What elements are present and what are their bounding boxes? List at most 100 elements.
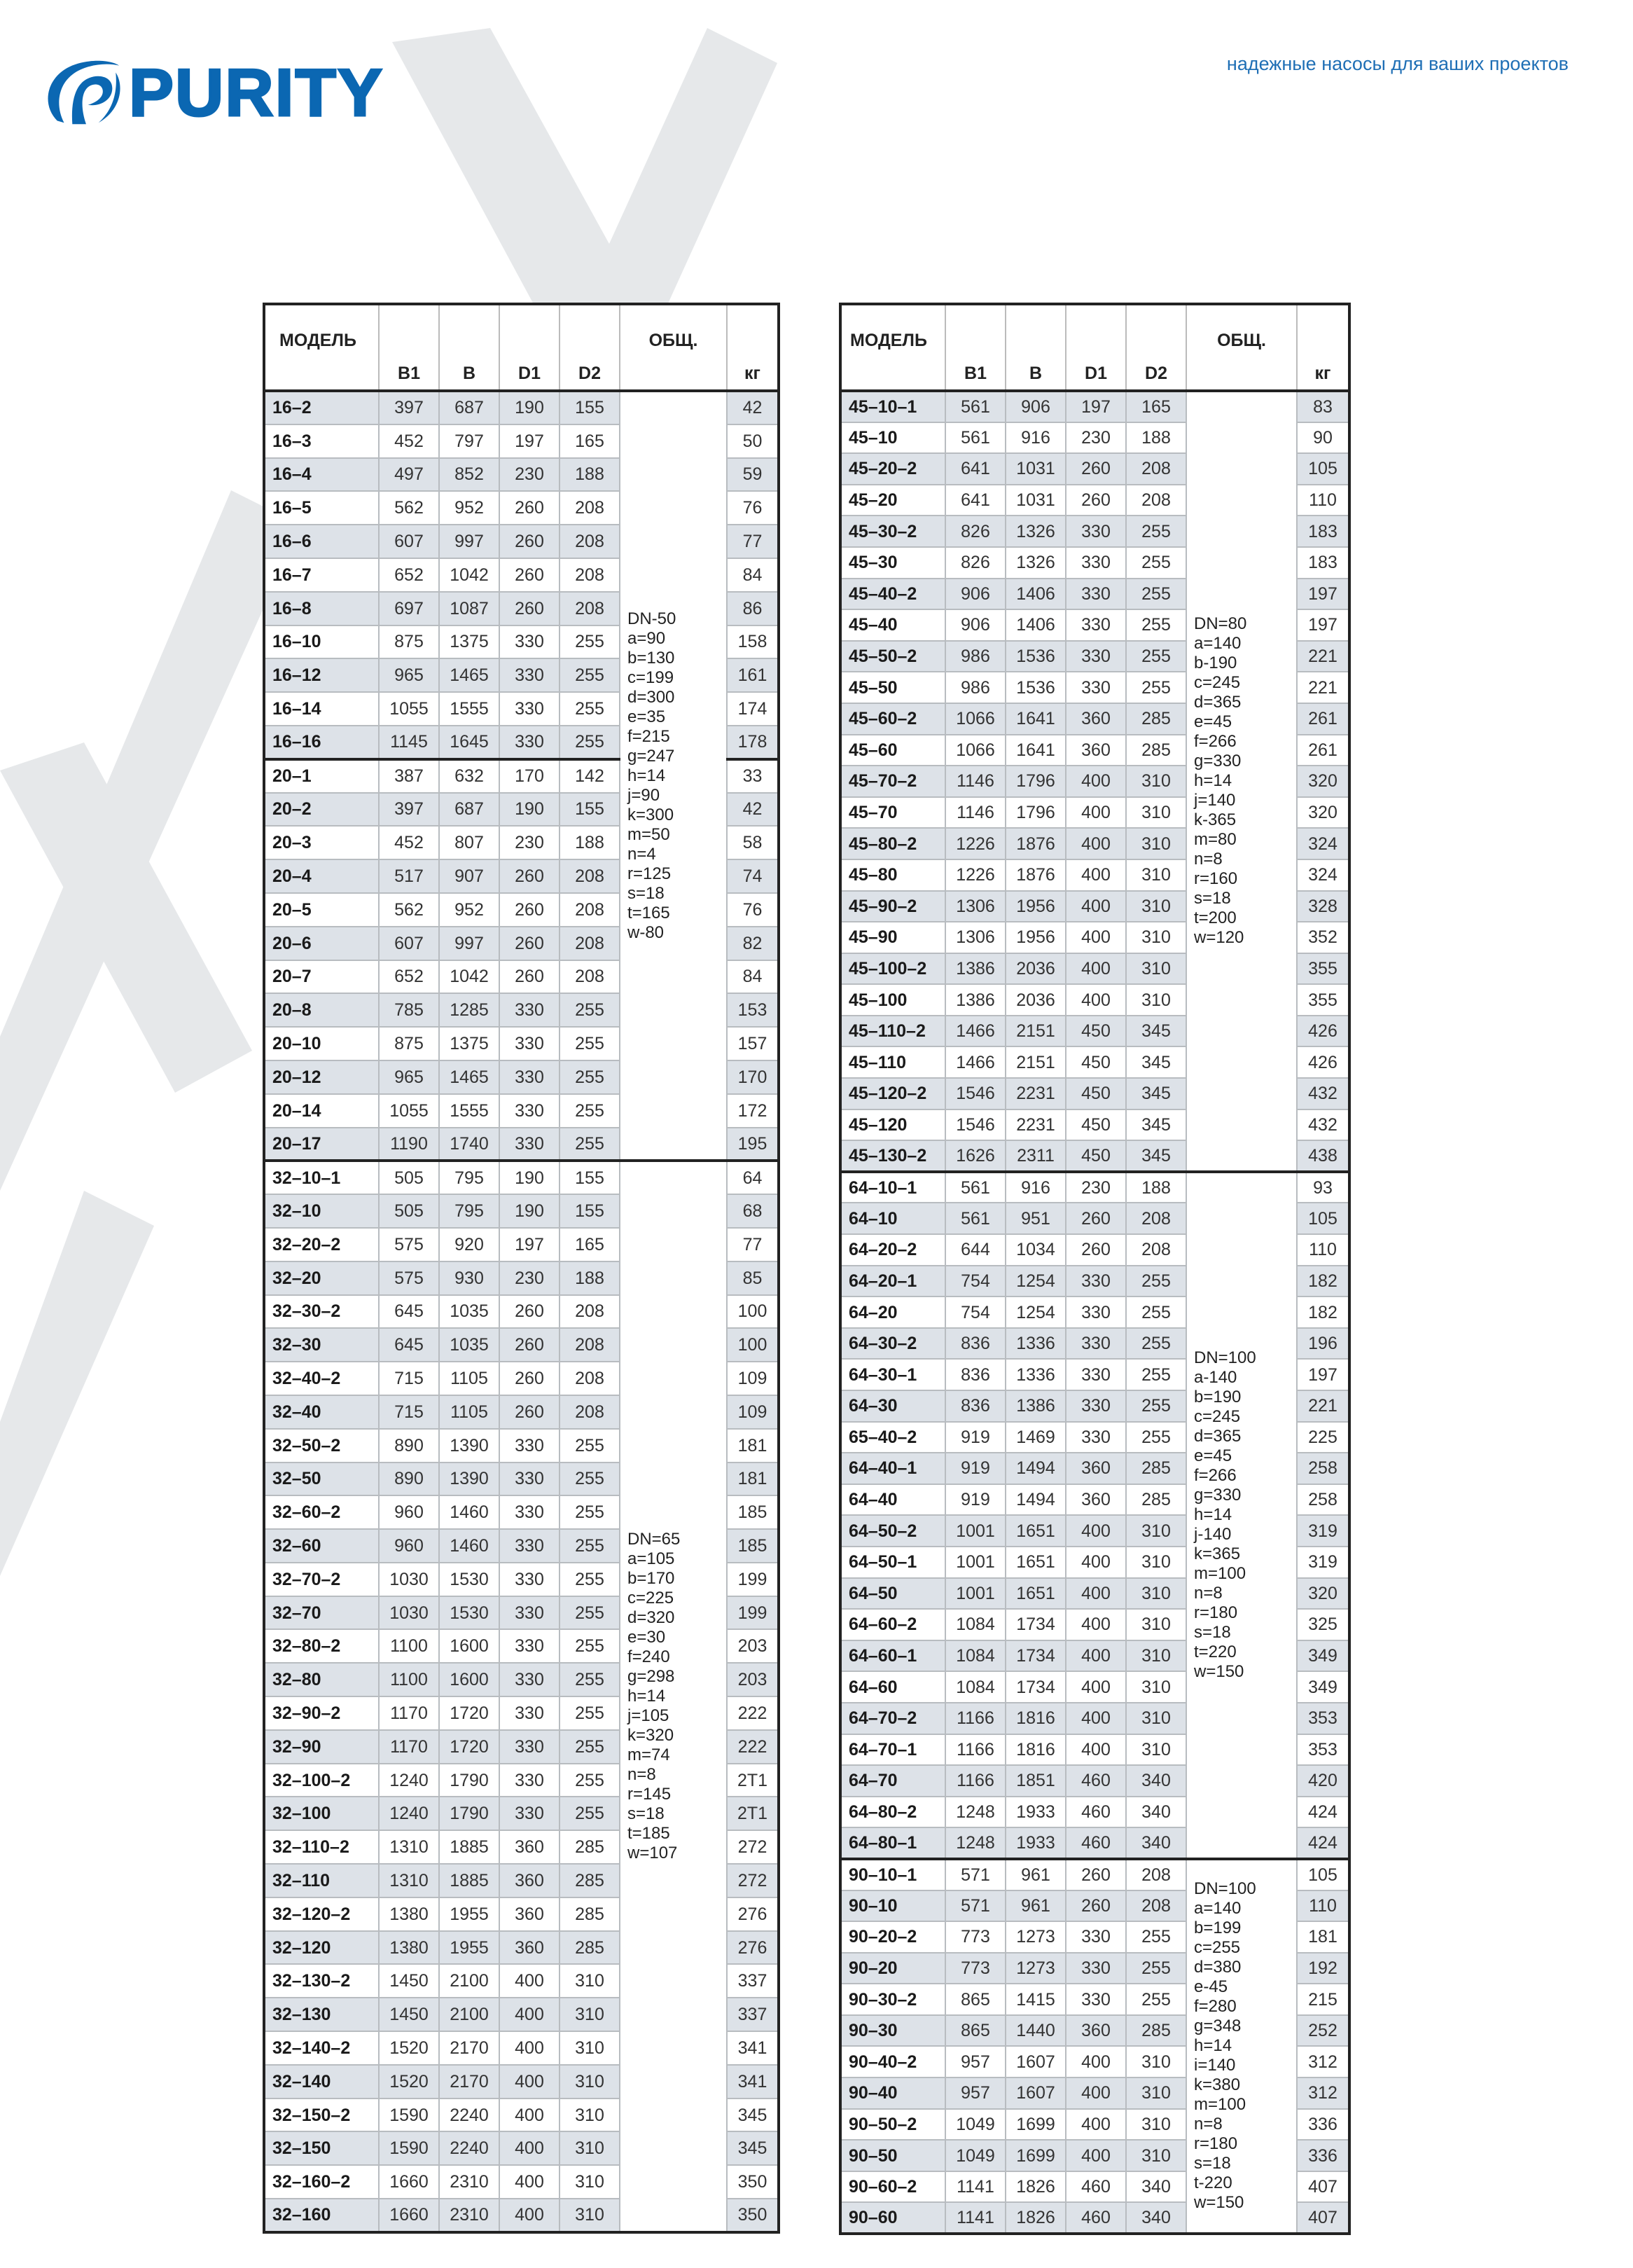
cell-kg: 84: [726, 959, 779, 995]
cell-model: 90–50–2: [840, 2108, 946, 2141]
cell-d2: 310: [559, 2031, 620, 2066]
table-row: 32–20 575 930 230 188 85: [263, 1260, 779, 1296]
cell-d1: 400: [1065, 2108, 1127, 2141]
cell-d2: 285: [559, 1930, 620, 1965]
cell-d1: 330: [1065, 1327, 1127, 1360]
cell-d2: 310: [1125, 796, 1187, 829]
note-line: n=8: [1194, 1584, 1223, 1603]
cell-model: 64–50: [840, 1577, 946, 1610]
cell-model: 90–30–2: [840, 1983, 946, 2016]
table-row: 32–110 1310 1885 360 285 272: [263, 1863, 779, 1898]
cell-model: 16–12: [263, 658, 380, 693]
cell-kg: 337: [726, 1997, 779, 2033]
cell-kg: 58: [726, 825, 779, 861]
table-row: 45–60 1066 1641 360 285 261: [840, 733, 1350, 767]
table-row: 32–140–2 1520 2170 400 310 341: [263, 2031, 779, 2066]
cell-d2: 208: [1125, 1857, 1187, 1891]
cell-kg: 93: [1296, 1170, 1350, 1204]
cell-d2: 285: [1125, 1483, 1187, 1516]
cell-kg: 341: [726, 2031, 779, 2066]
cell-b: 1035: [438, 1327, 500, 1363]
table-row: 32–160–2 1660 2310 400 310 350: [263, 2164, 779, 2200]
cell-d1: 330: [499, 1126, 560, 1162]
table-row: 32–80 1100 1600 330 255 203: [263, 1662, 779, 1698]
table-row: 64–40–1 919 1494 360 285 258: [840, 1452, 1350, 1485]
cell-model: 90–20: [840, 1951, 946, 1985]
cell-b: 1034: [1005, 1233, 1066, 1266]
cell-d2: 188: [1125, 1170, 1187, 1204]
cell-kg: 320: [1296, 796, 1350, 829]
cell-d2: 208: [559, 959, 620, 995]
cell-b: 1885: [438, 1830, 500, 1865]
cell-d2: 310: [1125, 1608, 1187, 1641]
cell-b1: 652: [378, 557, 440, 593]
cell-model: 16–10: [263, 624, 380, 660]
cell-d1: 450: [1065, 1108, 1127, 1142]
cell-model: 45–50–2: [840, 639, 946, 673]
cell-kg: 424: [1296, 1795, 1350, 1829]
cell-d2: 255: [559, 993, 620, 1028]
cell-d2: 188: [1125, 421, 1187, 455]
cell-d2: 208: [559, 524, 620, 559]
cell-d1: 400: [1065, 858, 1127, 892]
cell-model: 64–20–1: [840, 1264, 946, 1298]
note-line: c=245: [1194, 1407, 1241, 1427]
cell-kg: 252: [1296, 2014, 1350, 2047]
cell-b1: 754: [945, 1264, 1006, 1298]
purity-emblem-icon: [48, 60, 120, 125]
cell-d1: 330: [1065, 515, 1127, 548]
cell-d1: 400: [499, 2031, 560, 2066]
cell-model: 32–80–2: [263, 1629, 380, 1664]
cell-kg: 50: [726, 423, 779, 459]
table-row: 90–10–1 571 961 260 208 DN=100 a=140 b=199 c=255…: [840, 1857, 1350, 2235]
cell-kg: 90: [1296, 421, 1350, 455]
cell-b: 1336: [1005, 1327, 1066, 1360]
logo: PURITY: [43, 55, 384, 132]
cell-b: 1494: [1005, 1483, 1066, 1516]
cell-b1: 497: [378, 457, 440, 492]
cell-d1: 360: [1065, 2014, 1127, 2047]
cell-model: 32–130–2: [263, 1963, 380, 1999]
cell-b: 1254: [1005, 1296, 1066, 1329]
header-d2: D2: [559, 304, 620, 392]
cell-b: 1465: [438, 1059, 500, 1095]
cell-d2: 310: [559, 1997, 620, 2033]
cell-d1: 360: [499, 1930, 560, 1965]
note-line: m=100: [1194, 1564, 1246, 1584]
cell-b1: 561: [945, 1202, 1006, 1236]
cell-b1: 641: [945, 483, 1006, 517]
table-row: 32–50–2 890 1390 330 255 181: [263, 1427, 779, 1463]
cell-b: 1536: [1005, 671, 1066, 704]
table-row: 45–10 561 916 230 188 90: [840, 421, 1350, 455]
cell-d1: 260: [1065, 1233, 1127, 1266]
cell-model: 32–10–1: [263, 1159, 380, 1196]
table-row: 45–80–2 1226 1876 400 310 324: [840, 827, 1350, 860]
cell-b1: 645: [378, 1294, 440, 1329]
cell-kg: 324: [1296, 827, 1350, 860]
note-line: g=247: [627, 746, 675, 766]
cell-d1: 330: [499, 1026, 560, 1061]
cell-b1: 1055: [378, 1093, 440, 1128]
cell-model: 20–8: [263, 993, 380, 1028]
cell-kg: 105: [1296, 1202, 1350, 1236]
cell-kg: 345: [726, 2131, 779, 2166]
table-row: 32–130–2 1450 2100 400 310 337: [263, 1963, 779, 1999]
cell-model: 32–120: [263, 1930, 380, 1965]
cell-b: 1826: [1005, 2201, 1066, 2235]
note-line: g=298: [627, 1667, 675, 1687]
cell-d2: 340: [1125, 1764, 1187, 1797]
cell-b1: 644: [945, 1233, 1006, 1266]
cell-b: 1790: [438, 1796, 500, 1832]
cell-kg: 258: [1296, 1452, 1350, 1485]
note-line: f=266: [1194, 732, 1237, 752]
cell-kg: 196: [1296, 1327, 1350, 1360]
cell-kg: 352: [1296, 921, 1350, 954]
cell-b1: 1386: [945, 952, 1006, 986]
cell-d2: 310: [559, 2063, 620, 2099]
cell-b1: 561: [945, 390, 1006, 423]
table-row: 45–80 1226 1876 400 310 324: [840, 858, 1350, 892]
note-line: w=107: [627, 1844, 678, 1863]
cell-d1: 330: [1065, 1951, 1127, 1985]
table-row: 45–110 1466 2151 450 345 426: [840, 1046, 1350, 1079]
cell-d1: 460: [1065, 2170, 1127, 2204]
